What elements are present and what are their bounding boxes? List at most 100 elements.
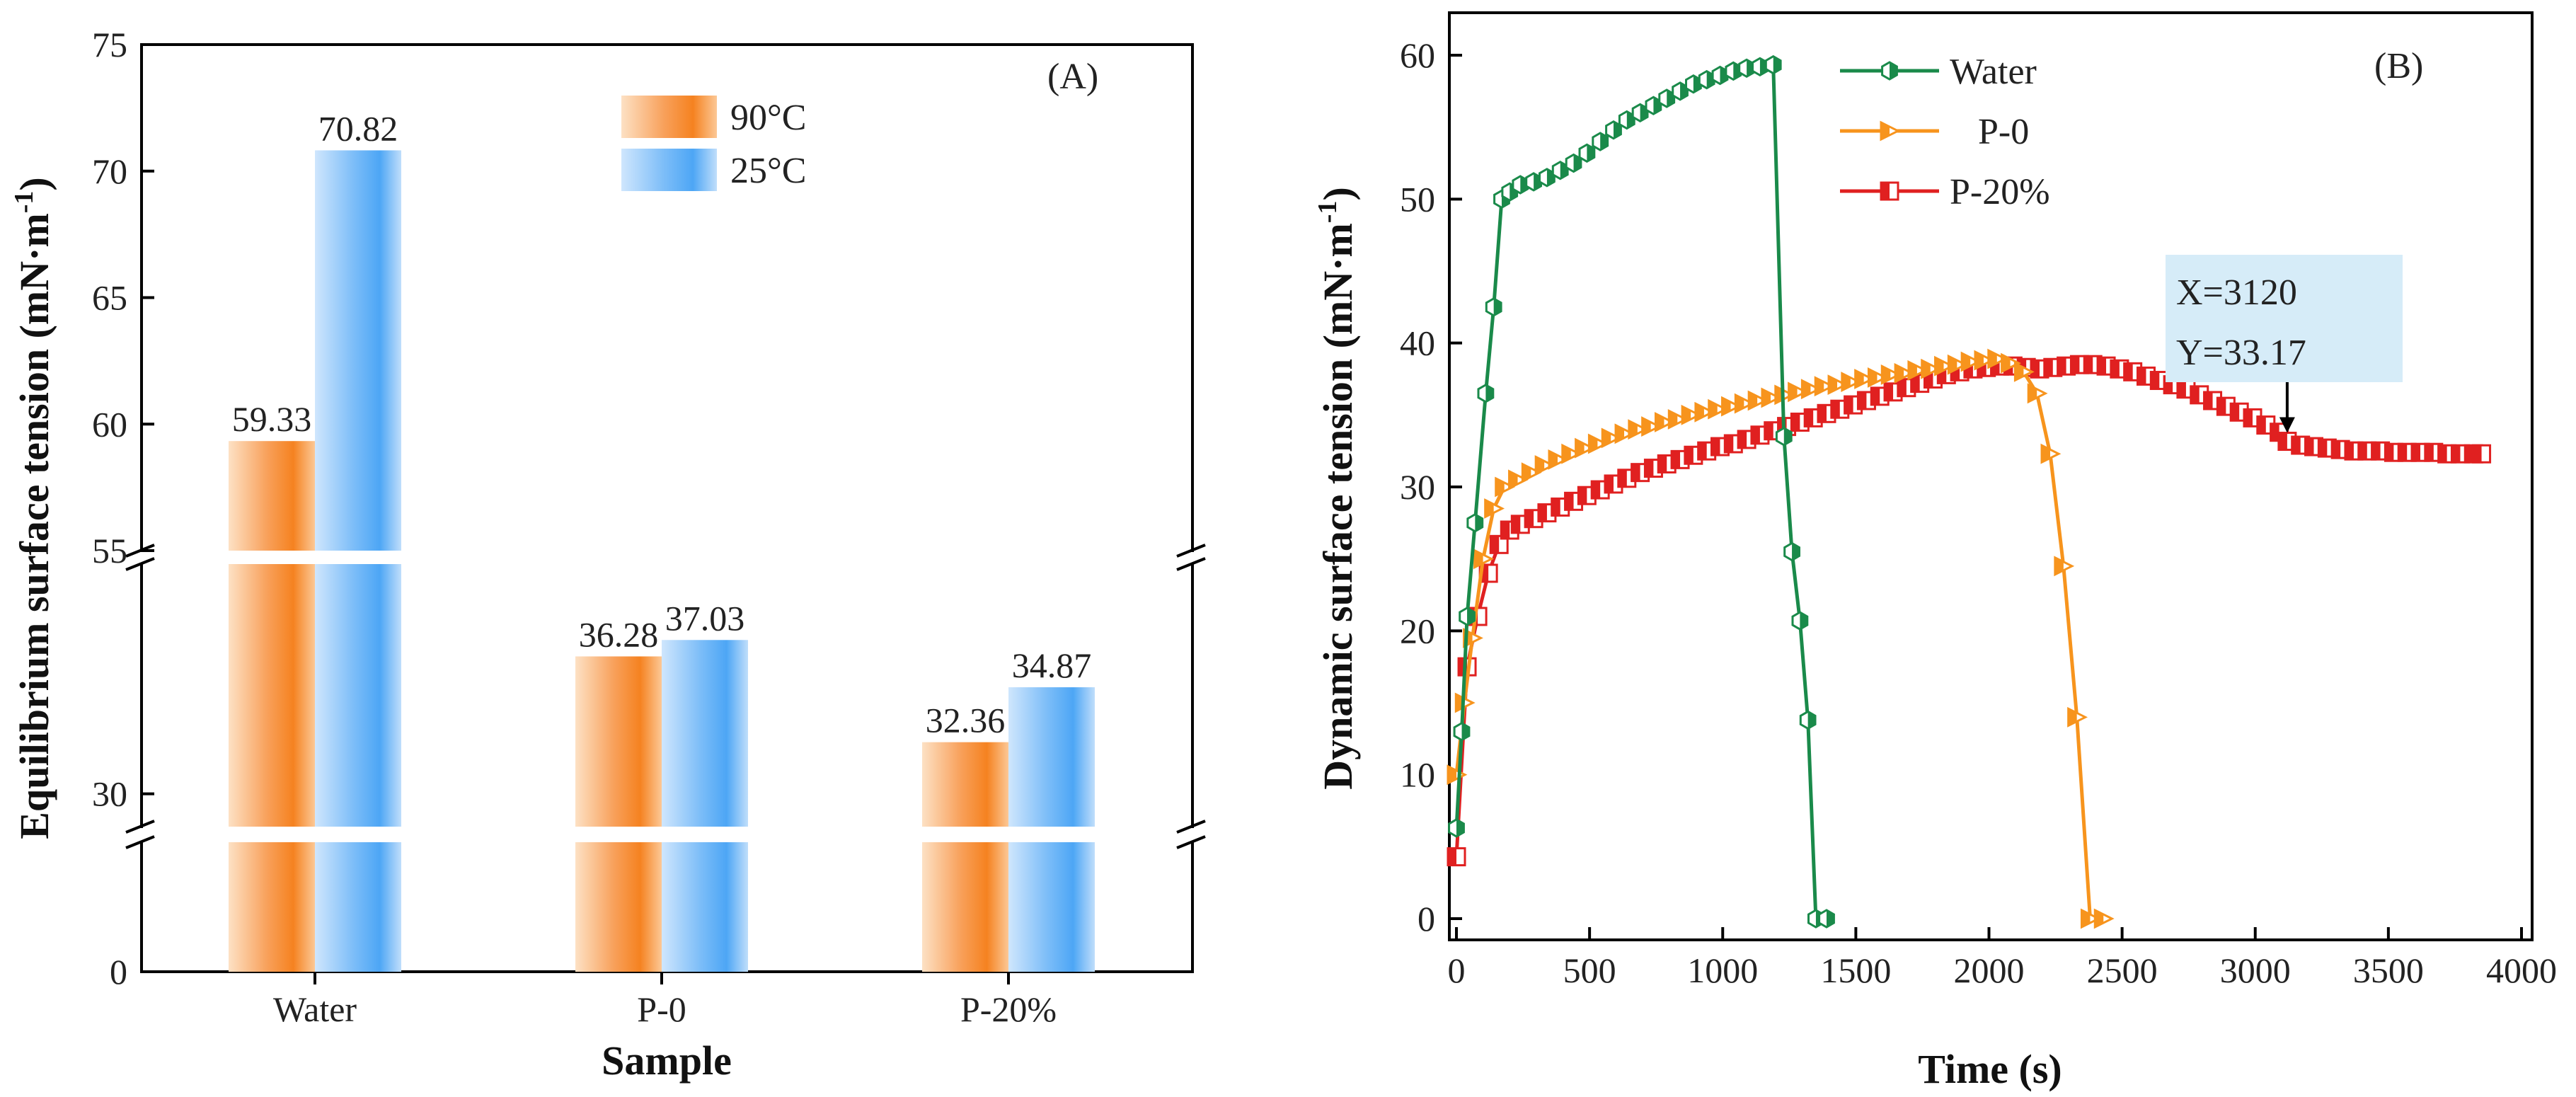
data-label: 70.82: [318, 108, 398, 148]
data-point: [1921, 358, 1942, 379]
x-tick-label: 500: [1563, 950, 1616, 990]
data-point: [1841, 372, 1862, 392]
marker-fill: [1592, 481, 1601, 499]
marker-fill: [1791, 413, 1800, 431]
y-tick-label: 0: [110, 952, 127, 992]
marker-fill: [1587, 144, 1594, 162]
axis-break-mark: [1176, 835, 1206, 849]
marker-fill: [2270, 423, 2279, 441]
data-point: [1473, 548, 1494, 570]
data-point: [1880, 364, 1902, 385]
data-point: [1521, 462, 1542, 483]
x-tick-label: 0: [1448, 950, 1466, 990]
marker-fill: [2151, 372, 2160, 389]
marker-fill: [1815, 377, 1824, 395]
data-point: [2027, 383, 2048, 404]
data-point: [1708, 398, 1729, 420]
marker-fill: [1495, 478, 1505, 495]
marker-fill: [2465, 445, 2474, 463]
marker-fill: [1911, 374, 1920, 392]
marker-fill: [2084, 356, 2093, 374]
data-point: [1867, 367, 1888, 388]
bar-90°C-P-0: [575, 656, 662, 972]
x-tick-label: 1000: [1687, 950, 1758, 990]
marker-fill: [1493, 298, 1502, 316]
x-tick-label: 3000: [2220, 950, 2291, 990]
annotation-y: Y=33.17: [2176, 333, 2306, 373]
marker-fill: [1448, 848, 1456, 866]
legend-swatch-90c: [621, 96, 717, 138]
panel-b-line-chart: 0 500 1000 1500 2000 2500 3000 3500 4000 0 10 20 30 4…: [1313, 11, 2557, 1092]
panel-b-legend: Water P-0 P-20%: [1840, 52, 2050, 212]
marker-fill: [2278, 432, 2287, 450]
y-tick-label: 40: [1400, 323, 1435, 363]
series-P-0: [1447, 348, 2115, 929]
data-point: [1448, 818, 1465, 838]
marker-fill: [1882, 366, 1891, 384]
marker-fill: [1735, 395, 1744, 413]
y-tick-label: 20: [1400, 611, 1435, 650]
legend-label-25c: 25°C: [730, 151, 806, 191]
data-point: [1508, 469, 1529, 490]
data-point: [1987, 348, 2008, 369]
marker-fill: [1764, 422, 1773, 440]
marker-fill: [2081, 910, 2091, 927]
data-point: [2093, 908, 2115, 929]
panel-a-bar-chart: 0 30 55 60 65 70 75 59.33 70.82 36.28 37.03 32.363…: [9, 25, 1206, 1084]
marker-fill: [2425, 444, 2434, 461]
data-point: [1799, 710, 1817, 730]
data-point: [2054, 556, 2075, 577]
axis-break-cover: [1181, 552, 1201, 563]
data-point: [1575, 437, 1595, 459]
data-point: [2040, 443, 2062, 464]
marker-fill: [1613, 121, 1621, 139]
marker-fill: [1761, 389, 1771, 406]
legend-label-90c: 90°C: [730, 98, 806, 138]
y-tick-label: 75: [92, 25, 127, 64]
axis-break-mark: [1176, 820, 1206, 834]
axis-break-mark: [1176, 557, 1206, 571]
marker-fill: [1908, 362, 1917, 379]
panel-a-x-axis-label: Sample: [602, 1038, 732, 1084]
marker-fill: [1461, 723, 1469, 740]
legend-swatch-25c: [621, 149, 717, 191]
panel-b-plot-frame: [1448, 11, 2534, 941]
x-tick-label: 3500: [2353, 950, 2424, 990]
axis-break-cover: [1181, 828, 1201, 841]
marker-fill: [1645, 459, 1654, 477]
marker-fill: [1751, 426, 1760, 444]
data-point: [1641, 416, 1662, 437]
y-tick-label: 30: [92, 774, 127, 814]
marker-fill: [1948, 356, 1957, 374]
marker-fill: [1698, 442, 1707, 460]
marker-fill: [1783, 427, 1792, 445]
marker-fill: [1749, 392, 1758, 409]
legend-label-P-20%: P-20%: [1950, 172, 2050, 212]
marker-fill: [1868, 369, 1878, 386]
marker-fill: [2385, 444, 2394, 461]
marker-fill: [2345, 442, 2354, 460]
series-Water: [1448, 54, 1835, 929]
data-point: [1447, 847, 1466, 867]
marker-fill: [2371, 442, 2381, 460]
marker-fill: [2001, 355, 2011, 372]
marker-fill: [1536, 456, 1545, 474]
data-point: [2067, 706, 2088, 728]
data-point: [1764, 54, 1782, 75]
y-tick-label: 50: [1400, 179, 1435, 219]
marker-fill: [1631, 464, 1640, 481]
data-point: [1974, 350, 1995, 371]
y-tick-label: 70: [92, 151, 127, 191]
marker-fill: [1522, 464, 1531, 481]
marker-fill: [1831, 401, 1840, 418]
marker-fill: [1841, 373, 1851, 391]
marker-fill: [2473, 445, 2482, 463]
panel-b-tag: (B): [2374, 46, 2423, 86]
y-tick-label: 30: [1400, 467, 1435, 507]
data-point: [1694, 401, 1715, 423]
y-tick-label: 55: [92, 531, 127, 570]
marker-fill: [1826, 910, 1834, 927]
data-point: [1814, 376, 1835, 397]
annotation-x: X=3120: [2176, 272, 2297, 313]
data-point: [1960, 351, 1982, 372]
